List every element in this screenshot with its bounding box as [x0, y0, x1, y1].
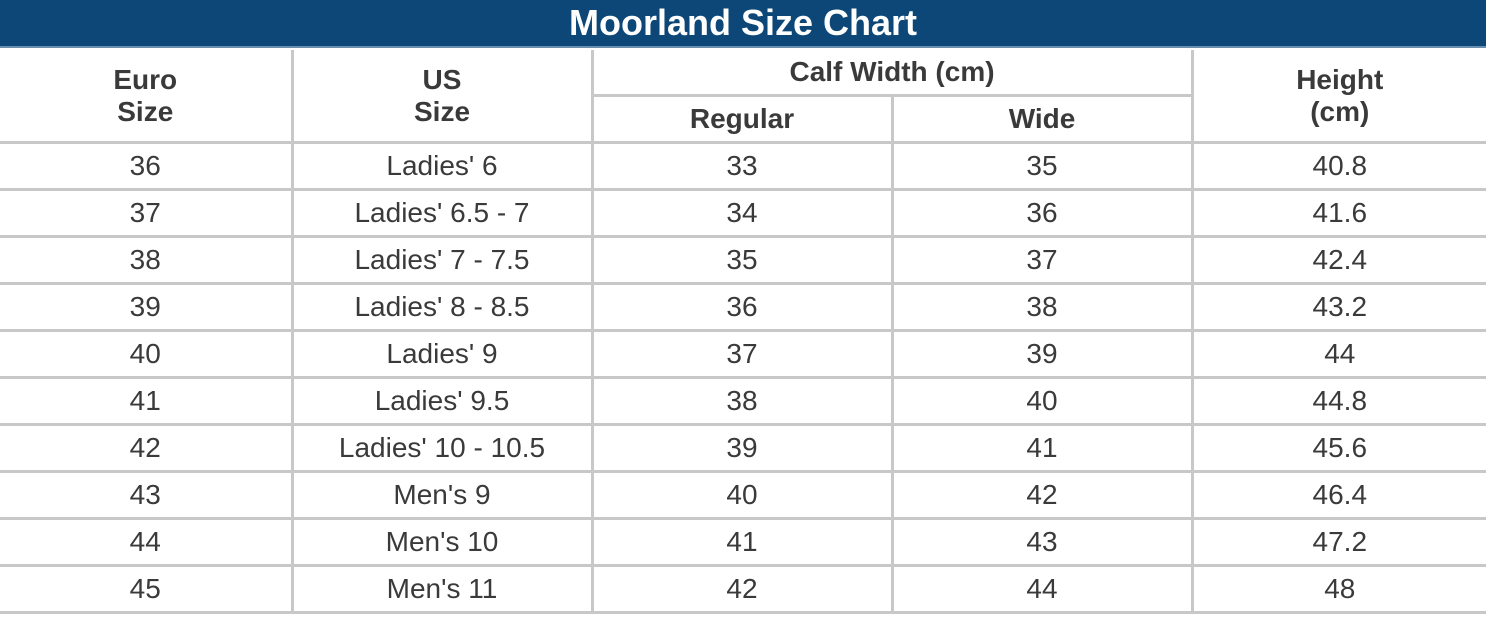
cell-height: 48 — [1190, 564, 1486, 614]
cell-calf-wide: 38 — [890, 282, 1194, 332]
cell-us-size: Ladies' 9 — [290, 329, 594, 379]
cell-height: 44 — [1190, 329, 1486, 379]
cell-calf-regular: 35 — [590, 235, 894, 285]
cell-height: 46.4 — [1190, 470, 1486, 520]
header-height-line1: Height — [1296, 63, 1384, 95]
cell-calf-regular: 41 — [590, 517, 894, 567]
header-regular: Regular — [592, 94, 894, 144]
cell-us-size: Ladies' 9.5 — [290, 376, 594, 426]
chart-title: Moorland Size Chart — [0, 0, 1486, 48]
cell-euro-size: 39 — [0, 282, 294, 332]
table-header: Euro Size US Size Calf Width (cm) Height… — [0, 50, 1486, 144]
table-row: 39 Ladies' 8 - 8.5 36 38 43.2 — [0, 282, 1486, 332]
cell-us-size: Ladies' 7 - 7.5 — [290, 235, 594, 285]
cell-height: 41.6 — [1190, 188, 1486, 238]
cell-calf-regular: 34 — [590, 188, 894, 238]
header-us-line1: US — [422, 63, 462, 95]
cell-euro-size: 36 — [0, 141, 294, 191]
cell-calf-wide: 40 — [890, 376, 1194, 426]
cell-euro-size: 45 — [0, 564, 294, 614]
cell-us-size: Men's 10 — [290, 517, 594, 567]
size-table: Euro Size US Size Calf Width (cm) Height… — [0, 50, 1486, 614]
table-row: 36 Ladies' 6 33 35 40.8 — [0, 141, 1486, 191]
cell-calf-regular: 37 — [590, 329, 894, 379]
cell-calf-wide: 39 — [890, 329, 1194, 379]
header-euro-line1: Euro — [113, 63, 178, 95]
header-wide: Wide — [890, 94, 1193, 144]
cell-us-size: Men's 9 — [290, 470, 594, 520]
cell-euro-size: 37 — [0, 188, 294, 238]
table-row: 42 Ladies' 10 - 10.5 39 41 45.6 — [0, 423, 1486, 473]
cell-calf-regular: 40 — [590, 470, 894, 520]
table-row: 45 Men's 11 42 44 48 — [0, 564, 1486, 614]
header-euro-size: Euro Size — [0, 50, 294, 144]
header-height: Height (cm) — [1190, 50, 1486, 144]
cell-height: 40.8 — [1190, 141, 1486, 191]
header-us-size: US Size — [290, 50, 594, 144]
table-row: 44 Men's 10 41 43 47.2 — [0, 517, 1486, 567]
cell-us-size: Ladies' 8 - 8.5 — [290, 282, 594, 332]
cell-calf-regular: 38 — [590, 376, 894, 426]
cell-calf-regular: 39 — [590, 423, 894, 473]
cell-calf-wide: 41 — [890, 423, 1194, 473]
header-euro-line2: Size — [117, 95, 174, 127]
cell-calf-wide: 35 — [890, 141, 1194, 191]
cell-height: 43.2 — [1190, 282, 1486, 332]
header-calf-width: Calf Width (cm) — [590, 50, 1194, 97]
table-row: 37 Ladies' 6.5 - 7 34 36 41.6 — [0, 188, 1486, 238]
cell-euro-size: 38 — [0, 235, 294, 285]
cell-height: 42.4 — [1190, 235, 1486, 285]
header-height-line2: (cm) — [1310, 95, 1370, 127]
cell-calf-wide: 42 — [890, 470, 1194, 520]
cell-calf-wide: 44 — [890, 564, 1194, 614]
cell-us-size: Ladies' 10 - 10.5 — [290, 423, 594, 473]
cell-height: 47.2 — [1190, 517, 1486, 567]
table-row: 43 Men's 9 40 42 46.4 — [0, 470, 1486, 520]
cell-euro-size: 41 — [0, 376, 294, 426]
cell-calf-wide: 37 — [890, 235, 1194, 285]
cell-calf-regular: 36 — [590, 282, 894, 332]
cell-us-size: Ladies' 6.5 - 7 — [290, 188, 594, 238]
cell-us-size: Ladies' 6 — [290, 141, 594, 191]
table-body: 36 Ladies' 6 33 35 40.8 37 Ladies' 6.5 -… — [0, 141, 1486, 614]
cell-calf-wide: 36 — [890, 188, 1194, 238]
cell-euro-size: 44 — [0, 517, 294, 567]
cell-euro-size: 43 — [0, 470, 294, 520]
cell-height: 45.6 — [1190, 423, 1486, 473]
cell-euro-size: 40 — [0, 329, 294, 379]
table-row: 40 Ladies' 9 37 39 44 — [0, 329, 1486, 379]
table-row: 41 Ladies' 9.5 38 40 44.8 — [0, 376, 1486, 426]
cell-us-size: Men's 11 — [290, 564, 594, 614]
table-row: 38 Ladies' 7 - 7.5 35 37 42.4 — [0, 235, 1486, 285]
cell-calf-regular: 42 — [590, 564, 894, 614]
header-us-line2: Size — [413, 95, 471, 127]
cell-calf-regular: 33 — [590, 141, 894, 191]
cell-euro-size: 42 — [0, 423, 294, 473]
cell-height: 44.8 — [1190, 376, 1486, 426]
cell-calf-wide: 43 — [890, 517, 1194, 567]
